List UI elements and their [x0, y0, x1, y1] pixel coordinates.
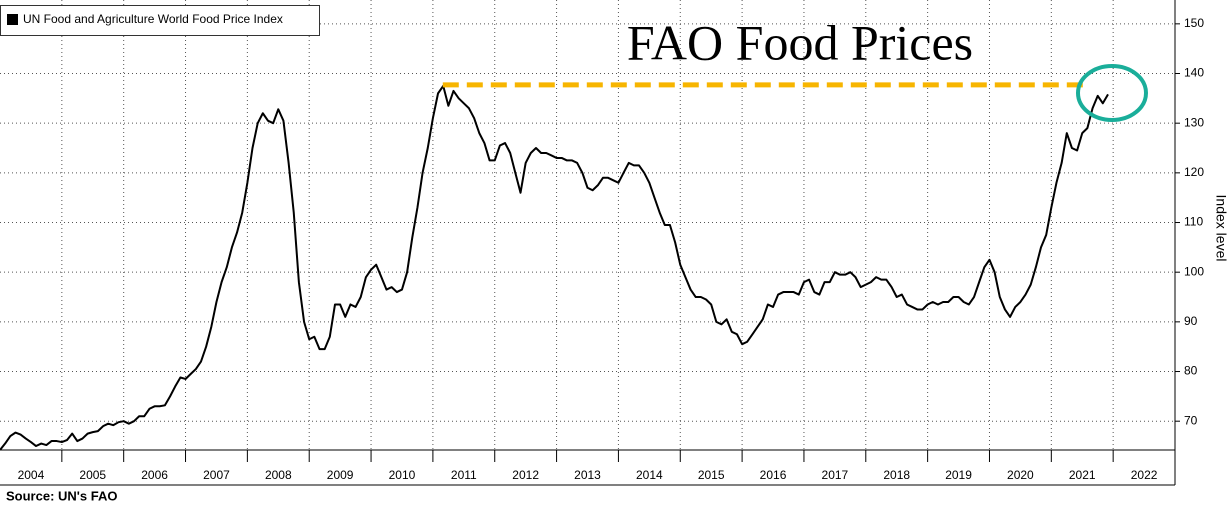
- x-tick-label: 2010: [389, 468, 416, 482]
- x-tick-label: 2022: [1131, 468, 1158, 482]
- x-tick-label: 2013: [574, 468, 601, 482]
- legend-swatch: [7, 14, 18, 25]
- x-tick-label: 2016: [760, 468, 787, 482]
- highlight-circle: [1076, 64, 1148, 122]
- marks-layer: [0, 82, 1109, 451]
- x-tick-label: 2004: [18, 468, 45, 482]
- source-note: Source: UN's FAO: [6, 488, 117, 503]
- x-tick-label: 2021: [1069, 468, 1096, 482]
- x-tick-label: 2007: [203, 468, 230, 482]
- y-tick-label: 150: [1184, 16, 1204, 30]
- grid-layer: [0, 0, 1175, 450]
- y-tick-label: 70: [1184, 413, 1198, 427]
- y-tick-label: 130: [1184, 115, 1204, 129]
- x-tick-label: 2014: [636, 468, 663, 482]
- x-tick-label: 2008: [265, 468, 292, 482]
- x-tick-label: 2019: [945, 468, 972, 482]
- x-tick-label: 2012: [512, 468, 539, 482]
- y-axis-label: Index level: [1213, 195, 1229, 262]
- y-tick-label: 100: [1184, 264, 1204, 278]
- x-tick-label: 2006: [141, 468, 168, 482]
- y-tick-label: 90: [1184, 314, 1198, 328]
- y-tick-label: 110: [1184, 215, 1203, 229]
- chart-title: FAO Food Prices: [627, 14, 973, 70]
- legend-label: UN Food and Agriculture World Food Price…: [23, 12, 283, 26]
- x-tick-label: 2005: [79, 468, 106, 482]
- legend: UN Food and Agriculture World Food Price…: [0, 5, 320, 36]
- series-line: [0, 84, 1109, 451]
- x-tick-label: 2020: [1007, 468, 1034, 482]
- y-tick-label: 80: [1184, 364, 1198, 378]
- legend-box: [0, 5, 320, 36]
- x-tick-label: 2018: [883, 468, 910, 482]
- x-tick-label: 2011: [451, 468, 477, 482]
- y-tick-label: 120: [1184, 165, 1204, 179]
- y-tick-label: 140: [1184, 66, 1204, 80]
- x-tick-label: 2009: [327, 468, 354, 482]
- x-tick-label: 2017: [822, 468, 849, 482]
- x-tick-label: 2015: [698, 468, 725, 482]
